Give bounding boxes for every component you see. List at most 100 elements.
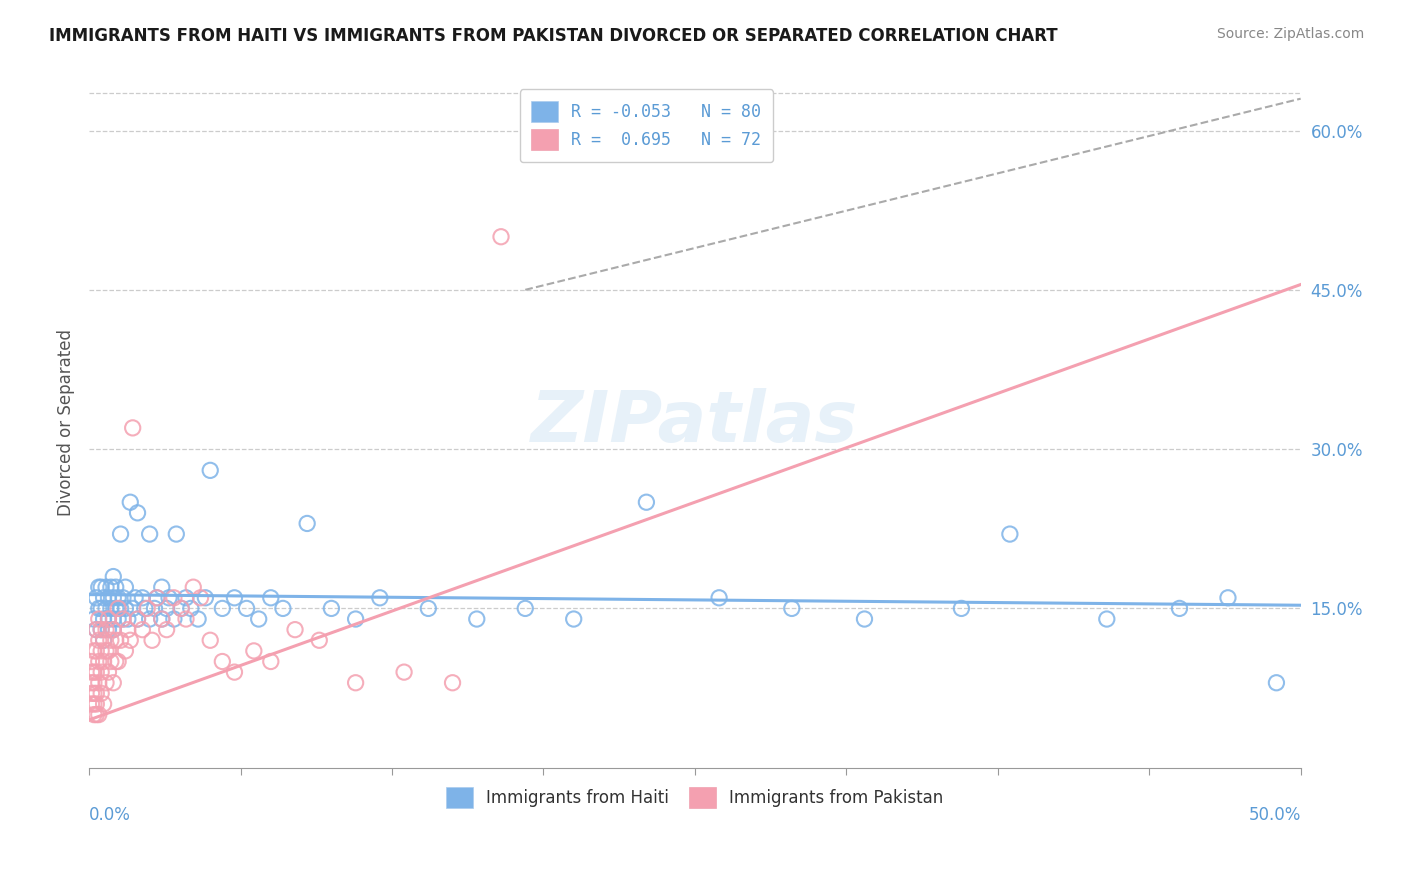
Point — [150, 580, 173, 594]
Point — [103, 591, 125, 605]
Point — [853, 612, 876, 626]
Point — [90, 623, 112, 637]
Point — [87, 601, 110, 615]
Point — [134, 601, 156, 615]
Point — [141, 633, 163, 648]
Point — [344, 612, 367, 626]
Point — [138, 612, 160, 626]
Point — [83, 686, 105, 700]
Point — [114, 644, 136, 658]
Y-axis label: Divorced or Separated: Divorced or Separated — [58, 329, 75, 516]
Point — [247, 612, 270, 626]
Point — [174, 612, 197, 626]
Point — [103, 612, 125, 626]
Point — [93, 633, 115, 648]
Point — [308, 633, 330, 648]
Text: Source: ZipAtlas.com: Source: ZipAtlas.com — [1216, 27, 1364, 41]
Point — [114, 601, 136, 615]
Point — [194, 591, 217, 605]
Point — [950, 601, 973, 615]
Point — [87, 612, 110, 626]
Point — [110, 633, 132, 648]
Point — [190, 591, 212, 605]
Point — [86, 644, 108, 658]
Point — [111, 612, 134, 626]
Point — [97, 623, 120, 637]
Point — [157, 591, 180, 605]
Point — [83, 644, 105, 658]
Point — [295, 516, 318, 531]
Point — [93, 655, 115, 669]
Point — [94, 623, 117, 637]
Point — [80, 697, 103, 711]
Point — [100, 633, 122, 648]
Point — [107, 601, 129, 615]
Point — [211, 601, 233, 615]
Point — [131, 623, 153, 637]
Point — [180, 601, 202, 615]
Point — [107, 591, 129, 605]
Point — [780, 601, 803, 615]
Point — [83, 675, 105, 690]
Point — [104, 601, 127, 615]
Point — [200, 633, 222, 648]
Point — [103, 569, 125, 583]
Point — [321, 601, 343, 615]
Point — [94, 580, 117, 594]
Point — [97, 665, 120, 680]
Point — [636, 495, 658, 509]
Point — [83, 697, 105, 711]
Point — [80, 686, 103, 700]
Point — [83, 612, 105, 626]
Text: 50.0%: 50.0% — [1249, 805, 1301, 823]
Point — [124, 591, 146, 605]
Point — [127, 506, 149, 520]
Point — [104, 633, 127, 648]
Point — [143, 601, 166, 615]
Point — [121, 421, 143, 435]
Point — [224, 591, 246, 605]
Point — [163, 591, 186, 605]
Text: IMMIGRANTS FROM HAITI VS IMMIGRANTS FROM PAKISTAN DIVORCED OR SEPARATED CORRELAT: IMMIGRANTS FROM HAITI VS IMMIGRANTS FROM… — [49, 27, 1057, 45]
Point — [104, 580, 127, 594]
Point — [120, 633, 142, 648]
Point — [97, 644, 120, 658]
Point — [138, 527, 160, 541]
Point — [111, 612, 134, 626]
Point — [165, 527, 187, 541]
Point — [94, 675, 117, 690]
Point — [93, 612, 115, 626]
Point — [465, 612, 488, 626]
Point — [146, 591, 169, 605]
Point — [103, 623, 125, 637]
Point — [1265, 675, 1288, 690]
Point — [86, 591, 108, 605]
Point — [86, 623, 108, 637]
Point — [111, 591, 134, 605]
Point — [86, 665, 108, 680]
Point — [344, 675, 367, 690]
Point — [187, 612, 209, 626]
Point — [224, 665, 246, 680]
Point — [131, 591, 153, 605]
Point — [93, 697, 115, 711]
Point — [107, 612, 129, 626]
Point — [127, 612, 149, 626]
Point — [97, 612, 120, 626]
Point — [87, 633, 110, 648]
Point — [93, 591, 115, 605]
Point — [80, 675, 103, 690]
Point — [998, 527, 1021, 541]
Point — [100, 655, 122, 669]
Point — [515, 601, 537, 615]
Point — [83, 665, 105, 680]
Point — [94, 644, 117, 658]
Point — [120, 495, 142, 509]
Point — [1216, 591, 1239, 605]
Point — [260, 591, 283, 605]
Point — [107, 655, 129, 669]
Point — [86, 697, 108, 711]
Point — [489, 229, 512, 244]
Point — [284, 623, 307, 637]
Point — [441, 675, 464, 690]
